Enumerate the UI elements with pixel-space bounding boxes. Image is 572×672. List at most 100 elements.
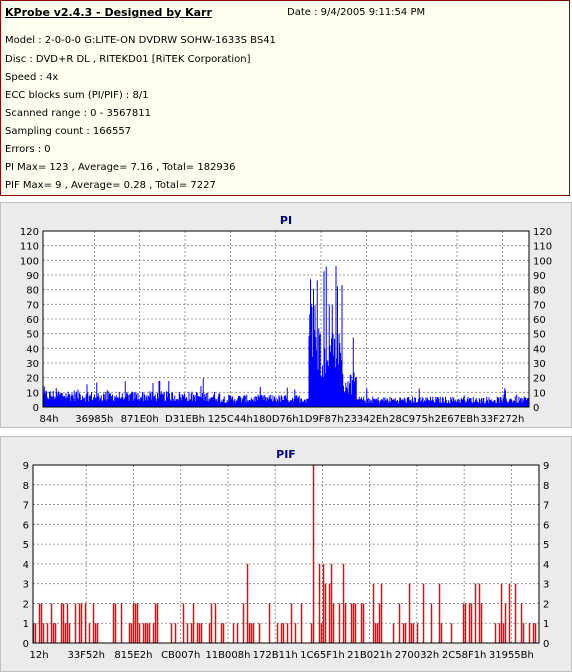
x-tick-label: 31955Bh — [489, 650, 534, 661]
x-tick-label: 2E67EBh — [435, 414, 480, 425]
pif-bar — [42, 623, 45, 643]
y-tick-label-right: 0 — [533, 403, 539, 414]
pif-bar — [376, 623, 379, 643]
pif-summary-line: PIF Max= 9 , Average= 0.28 , Total= 7227 — [5, 180, 216, 191]
y-tick-label-right: 0 — [543, 639, 549, 650]
pif-bar — [198, 623, 201, 643]
pif-chart-panel: PIF 0 0 1 1 2 2 3 3 4 4 5 5 6 6 7 7 8 8 9 9 12h 33F52h 815E2h CB… — [0, 436, 572, 672]
y-tick-label-right: 70 — [533, 300, 546, 311]
x-tick-label: 12h — [29, 650, 48, 661]
y-tick-label-left: 60 — [26, 315, 39, 326]
speed-line: Speed : 4x — [5, 72, 59, 83]
pif-bar — [324, 583, 327, 643]
pif-bar — [248, 623, 251, 643]
y-tick-label-left: 1 — [23, 619, 29, 630]
pif-bar — [68, 623, 71, 643]
x-tick-label: 1C65F1h — [300, 650, 345, 661]
pif-bar — [532, 623, 535, 643]
pif-bar — [522, 623, 525, 643]
pif-bar — [402, 623, 405, 643]
pif-bar — [132, 603, 135, 643]
pif-bar — [232, 623, 235, 643]
pif-bar — [528, 623, 531, 643]
pif-bar — [312, 465, 315, 643]
pif-bar — [520, 603, 523, 643]
pif-bar — [40, 603, 43, 643]
pif-bar — [258, 623, 261, 643]
y-tick-label-right: 30 — [533, 359, 546, 370]
pif-bar — [250, 623, 253, 643]
y-tick-label-right: 8 — [543, 481, 549, 492]
x-tick-label: 172B11h — [253, 650, 298, 661]
chart-title: PIF — [276, 448, 296, 461]
y-tick-label-right: 10 — [533, 388, 546, 399]
pif-bar — [354, 603, 357, 643]
pi-summary-line: PI Max= 123 , Average= 7.16 , Total= 182… — [5, 162, 236, 173]
y-tick-label-left: 7 — [23, 501, 29, 512]
pif-bar — [286, 623, 289, 643]
pif-bar — [350, 603, 353, 643]
pif-bar — [94, 623, 97, 643]
pif-bar — [152, 623, 155, 643]
x-tick-label: CB007h — [161, 650, 200, 661]
pif-bar — [114, 603, 117, 643]
pif-bar — [468, 603, 471, 643]
y-tick-label-left: 30 — [26, 359, 39, 370]
y-tick-label-right: 6 — [543, 520, 549, 531]
pif-bar — [342, 563, 345, 643]
y-tick-label-left: 10 — [26, 388, 39, 399]
pi-chart-panel: PI 0 0 10 10 20 20 30 30 40 40 50 50 60 60 70 70 80 80 90 90… — [0, 202, 572, 428]
pif-bar — [344, 603, 347, 643]
pif-bar — [130, 623, 133, 643]
pif-bar — [146, 623, 149, 643]
x-tick-label: 28C975h — [389, 414, 434, 425]
pif-bar — [74, 603, 77, 643]
pif-bar — [282, 623, 285, 643]
pif-bar — [378, 603, 381, 643]
pif-bar — [92, 603, 95, 643]
x-tick-label: 871E0h — [121, 414, 159, 425]
x-tick-label: 815E2h — [114, 650, 152, 661]
y-tick-label-right: 5 — [543, 540, 549, 551]
y-tick-label-left: 20 — [26, 374, 39, 385]
pif-bar — [96, 623, 99, 643]
pif-bar — [156, 603, 159, 643]
pif-bar — [50, 603, 53, 643]
pif-bar — [138, 623, 141, 643]
pif-bar — [372, 583, 375, 643]
info-panel: KProbe v2.4.3 - Designed by Karr Date : … — [0, 0, 570, 196]
x-tick-label: 23342Eh — [344, 414, 388, 425]
pif-bar — [54, 623, 57, 643]
y-tick-label-right: 40 — [533, 344, 546, 355]
y-tick-label-right: 20 — [533, 374, 546, 385]
pif-bar — [190, 623, 193, 643]
pif-bar — [322, 563, 325, 643]
pif-bar — [502, 623, 505, 643]
y-tick-label-left: 80 — [26, 286, 39, 297]
y-tick-label-right: 9 — [543, 461, 549, 472]
y-tick-label-right: 3 — [543, 580, 549, 591]
pi-series — [43, 266, 529, 407]
y-tick-label-right: 7 — [543, 501, 549, 512]
y-tick-label-left: 70 — [26, 300, 39, 311]
plot-frame — [42, 230, 530, 408]
pif-bar — [174, 623, 177, 643]
pif-bar — [148, 623, 151, 643]
sampling-line: Sampling count : 166557 — [5, 126, 132, 137]
y-tick-label-right: 60 — [533, 315, 546, 326]
pif-bar — [170, 623, 173, 643]
pif-bar — [438, 583, 441, 643]
pif-bar — [142, 623, 145, 643]
pif-bar — [112, 603, 115, 643]
pif-bar — [220, 623, 223, 643]
pif-bar — [196, 623, 199, 643]
pif-bar — [478, 583, 481, 643]
pif-bar — [330, 563, 333, 643]
pif-bar — [500, 583, 503, 643]
pif-bar — [186, 623, 189, 643]
y-tick-label-left: 90 — [26, 271, 39, 282]
pif-bar — [474, 583, 477, 643]
chart-title: PI — [280, 214, 292, 227]
pif-bar — [430, 603, 433, 643]
y-tick-label-left: 100 — [20, 256, 39, 267]
